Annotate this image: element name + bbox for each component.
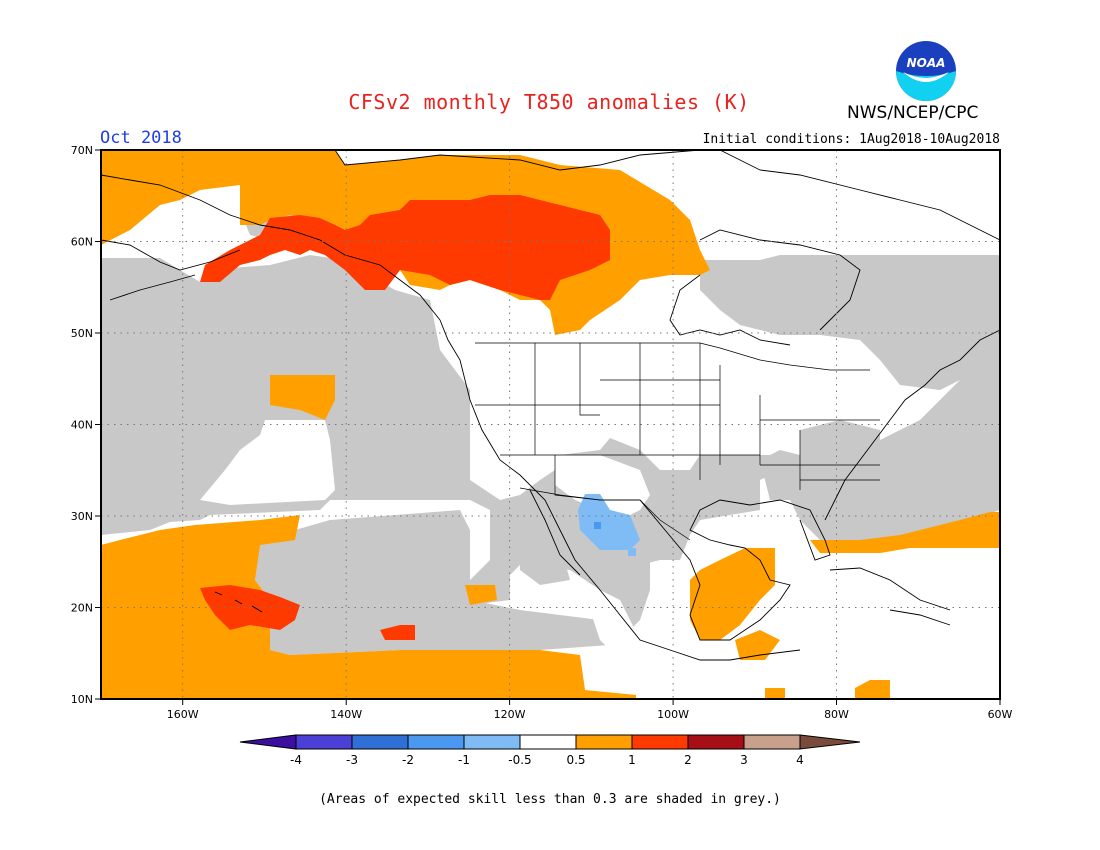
colorbar-label: -0.5	[508, 753, 531, 767]
lat-label: 30N	[71, 510, 93, 523]
colorbar-swatch	[575, 734, 633, 750]
neutral-areas	[200, 420, 650, 660]
skill-caption: (Areas of expected skill less than 0.3 a…	[319, 792, 781, 807]
noaa-logo-text: NOAA	[907, 56, 946, 70]
lat-label: 70N	[71, 144, 93, 157]
lon-label: 60W	[988, 708, 1013, 721]
initial-conditions: Initial conditions: 1Aug2018-10Aug2018	[702, 132, 1000, 147]
colorbar-swatch	[519, 734, 577, 750]
colorbar-labels: -4 -3 -2 -1 -0.5 0.5 1 2 3 4	[290, 753, 804, 767]
lon-label: 100W	[657, 708, 689, 721]
lat-label: 10N	[71, 693, 93, 706]
colorbar-label: -3	[346, 753, 358, 767]
colorbar-swatch	[295, 734, 353, 750]
colorbar-label: 4	[796, 753, 804, 767]
lat-label: 40N	[71, 419, 93, 432]
colorbar-label: 2	[684, 753, 692, 767]
agency-label: NWS/NCEP/CPC	[847, 103, 979, 123]
colorbar	[239, 734, 861, 750]
lat-label: 20N	[71, 602, 93, 615]
noaa-logo: NOAA	[896, 41, 956, 101]
lat-label: 60N	[71, 236, 93, 249]
colorbar-max-arrow	[799, 734, 861, 750]
colorbar-label: 0.5	[566, 753, 585, 767]
colorbar-swatch	[743, 734, 801, 750]
colorbar-swatch	[351, 734, 409, 750]
chart-title: CFSv2 monthly T850 anomalies (K)	[348, 90, 750, 114]
lon-label: 140W	[330, 708, 362, 721]
colorbar-label: -2	[402, 753, 414, 767]
coastlines	[100, 149, 1001, 661]
colorbar-label: 1	[628, 753, 636, 767]
lon-label: 160W	[167, 708, 199, 721]
colorbar-min-arrow	[239, 734, 297, 750]
forecast-month: Oct 2018	[100, 128, 182, 148]
colorbar-label: 3	[740, 753, 748, 767]
lon-label: 120W	[494, 708, 526, 721]
lon-labels: 160W 140W 120W 100W 80W 60W	[167, 708, 1013, 721]
graticule	[101, 150, 1000, 699]
axis-ticks	[95, 149, 1001, 705]
colorbar-label: -1	[458, 753, 470, 767]
lon-label: 80W	[824, 708, 849, 721]
cool-anomaly	[578, 494, 640, 556]
state-borders	[475, 342, 880, 541]
lat-label: 50N	[71, 327, 93, 340]
colorbar-label: -4	[290, 753, 302, 767]
colorbar-swatch	[687, 734, 745, 750]
colorbar-swatch	[407, 734, 465, 750]
warm-anomaly-1-2	[200, 195, 610, 640]
lat-labels: 70N 60N 50N 40N 30N 20N 10N	[71, 144, 93, 706]
colorbar-swatch	[463, 734, 521, 750]
colorbar-swatch	[631, 734, 689, 750]
